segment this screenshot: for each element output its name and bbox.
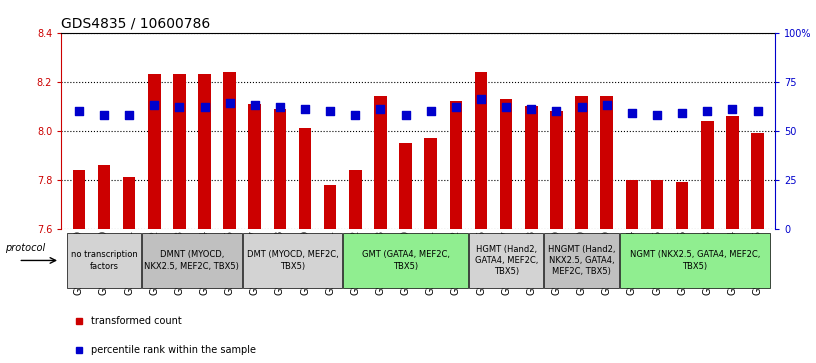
Bar: [726, 116, 738, 229]
Point: [650, 112, 663, 118]
Text: HGMT (Hand2,
GATA4, MEF2C,
TBX5): HGMT (Hand2, GATA4, MEF2C, TBX5): [475, 245, 538, 276]
Point: [550, 108, 563, 114]
Text: DMNT (MYOCD,
NKX2.5, MEF2C, TBX5): DMNT (MYOCD, NKX2.5, MEF2C, TBX5): [144, 250, 239, 270]
Point: [726, 106, 739, 112]
Point: [248, 102, 261, 108]
Point: [324, 108, 337, 114]
Bar: [752, 133, 764, 229]
Text: GDS4835 / 10600786: GDS4835 / 10600786: [61, 16, 211, 30]
Bar: [650, 180, 663, 229]
Bar: [142, 233, 242, 288]
Point: [450, 104, 463, 110]
Point: [701, 108, 714, 114]
Point: [122, 112, 135, 118]
Point: [676, 110, 689, 116]
Bar: [525, 106, 538, 229]
Bar: [500, 99, 512, 229]
Bar: [148, 74, 161, 229]
Bar: [399, 143, 412, 229]
Bar: [676, 182, 689, 229]
Point: [399, 112, 412, 118]
Bar: [620, 233, 769, 288]
Point: [223, 100, 236, 106]
Point: [625, 110, 638, 116]
Text: GMT (GATA4, MEF2C,
TBX5): GMT (GATA4, MEF2C, TBX5): [361, 250, 450, 270]
Point: [751, 108, 764, 114]
Point: [575, 104, 588, 110]
Bar: [575, 96, 588, 229]
Point: [374, 106, 387, 112]
Bar: [475, 72, 487, 229]
Bar: [224, 72, 236, 229]
Text: HNGMT (Hand2,
NKX2.5, GATA4,
MEF2C, TBX5): HNGMT (Hand2, NKX2.5, GATA4, MEF2C, TBX5…: [548, 245, 615, 276]
Point: [348, 112, 361, 118]
Point: [299, 106, 312, 112]
Bar: [73, 170, 85, 229]
Point: [424, 108, 437, 114]
Bar: [450, 101, 462, 229]
Bar: [375, 96, 387, 229]
Bar: [67, 233, 141, 288]
Bar: [626, 180, 638, 229]
Bar: [550, 111, 563, 229]
Bar: [122, 177, 135, 229]
Text: NGMT (NKX2.5, GATA4, MEF2C,
TBX5): NGMT (NKX2.5, GATA4, MEF2C, TBX5): [630, 250, 760, 270]
Point: [173, 104, 186, 110]
Point: [73, 108, 86, 114]
Bar: [173, 74, 186, 229]
Bar: [273, 109, 286, 229]
Bar: [544, 233, 619, 288]
Bar: [249, 104, 261, 229]
Text: percentile rank within the sample: percentile rank within the sample: [91, 345, 256, 355]
Point: [97, 112, 110, 118]
Bar: [349, 170, 361, 229]
Point: [198, 104, 211, 110]
Point: [525, 106, 538, 112]
Bar: [299, 128, 312, 229]
Point: [499, 104, 512, 110]
Text: DMT (MYOCD, MEF2C,
TBX5): DMT (MYOCD, MEF2C, TBX5): [246, 250, 339, 270]
Bar: [324, 184, 336, 229]
Bar: [198, 74, 211, 229]
Point: [601, 102, 614, 108]
Text: transformed count: transformed count: [91, 315, 182, 326]
Point: [273, 104, 286, 110]
Bar: [601, 96, 613, 229]
Bar: [424, 138, 437, 229]
Bar: [242, 233, 342, 288]
Bar: [98, 165, 110, 229]
Point: [475, 97, 488, 102]
Bar: [701, 121, 714, 229]
Bar: [344, 233, 468, 288]
Point: [148, 102, 161, 108]
Text: protocol: protocol: [5, 243, 45, 253]
Text: no transcription
factors: no transcription factors: [70, 250, 137, 270]
Bar: [469, 233, 543, 288]
